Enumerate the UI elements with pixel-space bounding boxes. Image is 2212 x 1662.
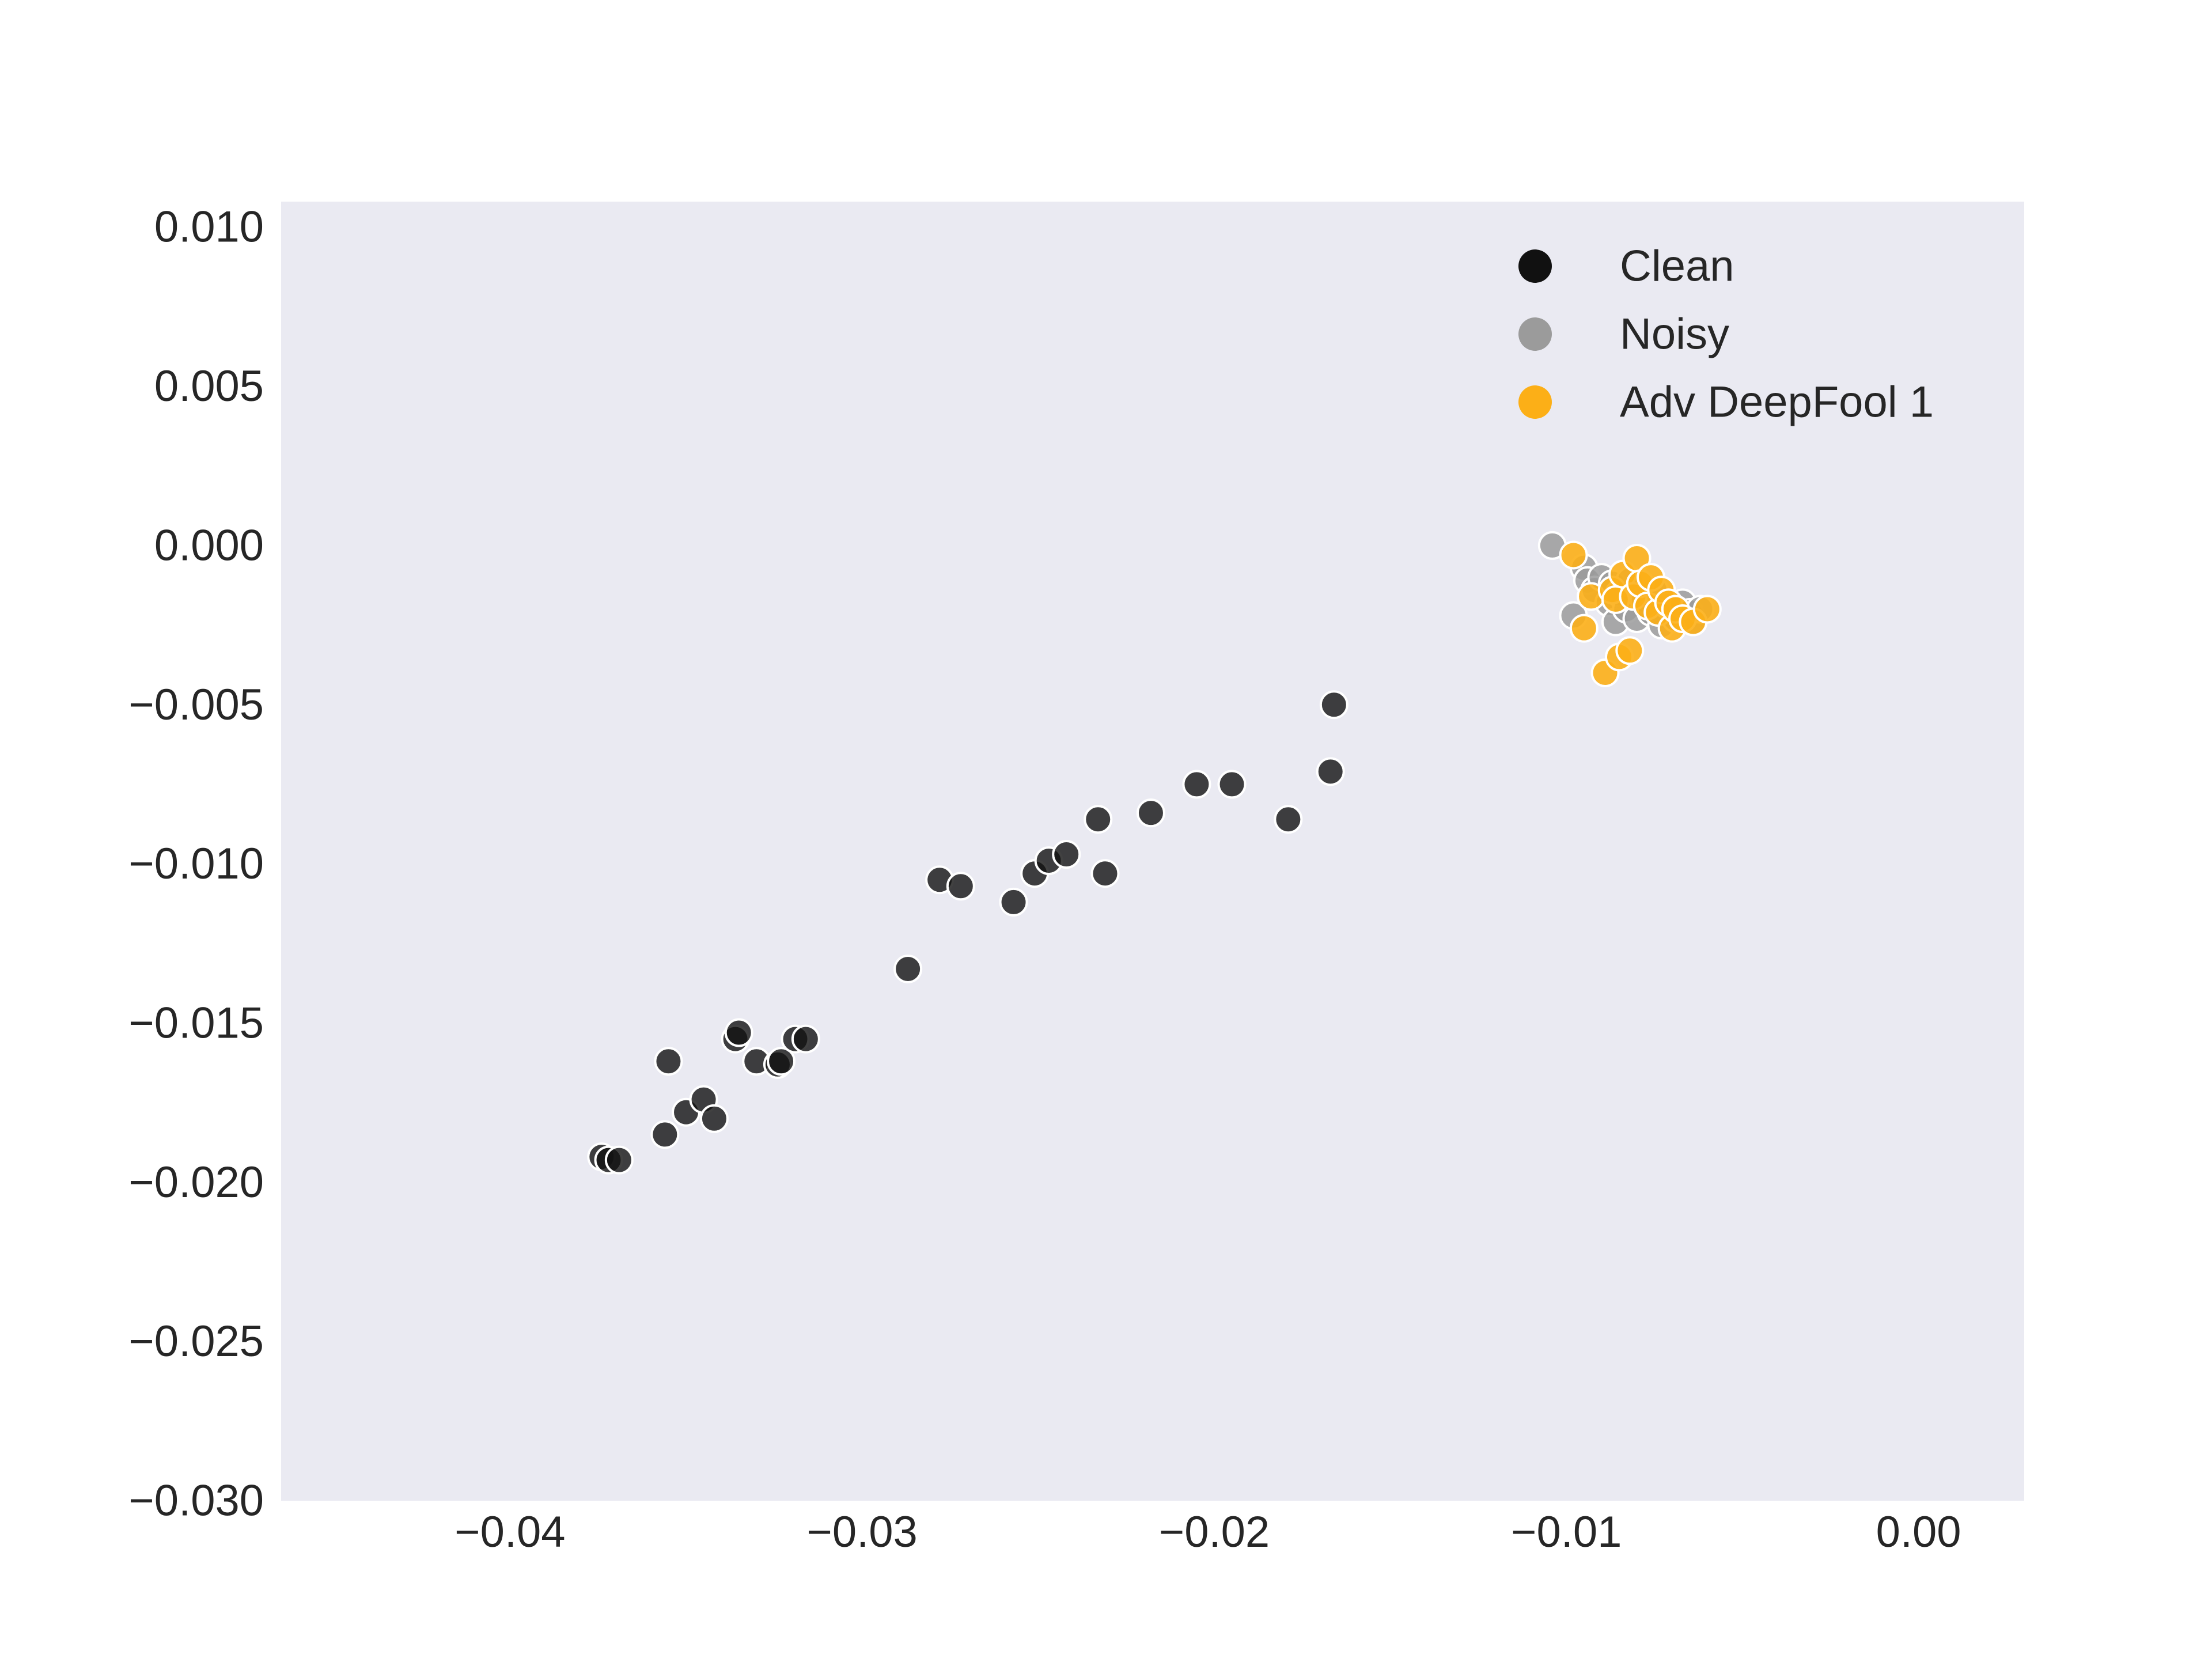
legend-label: Clean — [1620, 242, 1734, 291]
scatter-point — [1319, 690, 1349, 720]
y-tick-label: −0.005 — [128, 680, 264, 729]
scatter-point — [767, 1047, 796, 1076]
y-tick-label: −0.015 — [128, 998, 264, 1047]
scatter-point — [654, 1047, 683, 1076]
x-tick-label: −0.03 — [807, 1508, 918, 1557]
scatter-point — [1316, 757, 1345, 786]
x-tick-label: 0.00 — [1876, 1508, 1961, 1557]
y-tick-label: 0.005 — [154, 362, 264, 411]
x-tick-label: −0.04 — [454, 1508, 565, 1557]
scatter-point — [1559, 540, 1588, 570]
series-2 — [1559, 540, 1722, 687]
y-tick-label: −0.025 — [128, 1317, 264, 1366]
scatter-point — [1084, 805, 1113, 834]
legend-label: Adv DeepFool 1 — [1620, 378, 1934, 427]
scatter-point — [946, 872, 975, 901]
y-axis-ticks: 0.010 0.005 0.000 −0.005 −0.010 −0.015 −0.020 −… — [128, 203, 264, 1525]
y-tick-label: 0.000 — [154, 521, 264, 570]
y-tick-label: −0.030 — [128, 1477, 264, 1525]
legend-marker — [1518, 317, 1552, 351]
scatter-point — [724, 1018, 753, 1047]
legend-marker — [1518, 385, 1552, 419]
scatter-point — [1052, 840, 1081, 869]
scatter-point — [1182, 770, 1211, 799]
scatter-point — [1615, 636, 1645, 665]
legend-marker — [1518, 249, 1552, 283]
scatter-point — [893, 954, 923, 983]
scatter-point — [999, 887, 1028, 917]
y-tick-label: −0.020 — [128, 1158, 264, 1207]
scatter-point — [1090, 859, 1120, 888]
points-layer — [587, 531, 1722, 1175]
scatter-point — [1569, 614, 1599, 643]
x-tick-label: −0.01 — [1511, 1508, 1622, 1557]
legend: Clean Noisy Adv DeepFool 1 — [1518, 242, 1934, 427]
legend-label: Noisy — [1620, 310, 1729, 359]
scatter-point — [1692, 595, 1722, 624]
plot-area — [281, 202, 2024, 1501]
y-tick-label: −0.010 — [128, 839, 264, 888]
x-tick-label: −0.02 — [1159, 1508, 1270, 1557]
scatter-point — [1274, 805, 1303, 834]
scatter-point — [699, 1104, 729, 1133]
scatter-point — [650, 1120, 680, 1149]
y-tick-label: 0.010 — [154, 203, 264, 252]
scatter-point — [604, 1145, 634, 1175]
scatter-point — [791, 1024, 820, 1054]
series-0 — [587, 690, 1349, 1175]
x-axis-ticks: −0.04 −0.03 −0.02 −0.01 0.00 — [454, 1508, 1961, 1557]
scatter-point — [1136, 798, 1165, 828]
scatter-point — [1217, 770, 1247, 799]
